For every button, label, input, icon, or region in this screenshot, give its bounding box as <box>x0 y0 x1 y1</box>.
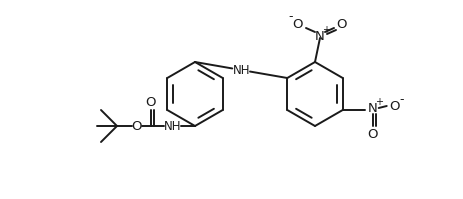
Text: N: N <box>314 29 324 43</box>
Text: O: O <box>145 97 156 109</box>
Text: -: - <box>399 94 403 106</box>
Text: O: O <box>367 128 377 140</box>
Text: NH: NH <box>232 63 250 76</box>
Text: +: + <box>374 97 382 107</box>
Text: O: O <box>336 18 346 30</box>
Text: O: O <box>131 120 142 133</box>
Text: O: O <box>292 18 303 30</box>
Text: N: N <box>367 101 377 114</box>
Text: -: - <box>288 11 293 23</box>
Text: +: + <box>321 25 329 35</box>
Text: O: O <box>388 100 399 112</box>
Text: NH: NH <box>164 120 181 133</box>
